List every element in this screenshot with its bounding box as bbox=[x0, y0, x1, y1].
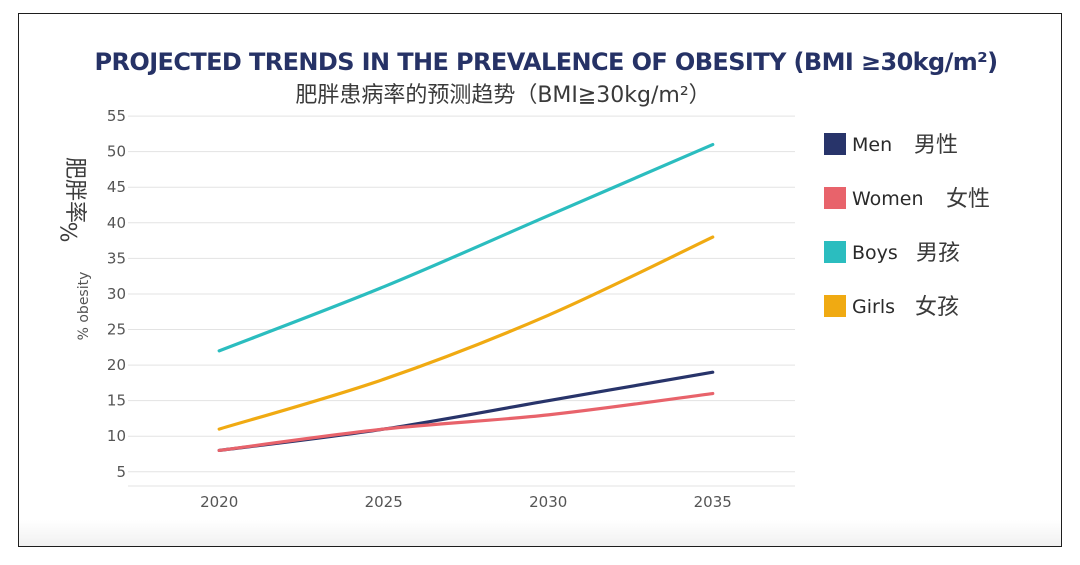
legend-label-women: Women bbox=[852, 188, 924, 210]
y-tick-label: 45 bbox=[107, 178, 126, 196]
y-tick-label: 50 bbox=[107, 143, 126, 161]
y-tick-label: 10 bbox=[107, 427, 126, 445]
x-tick-label: 2020 bbox=[200, 493, 238, 511]
legend-label-boys: Boys bbox=[852, 242, 898, 264]
chart-subtitle: 肥胖患病率的预测趋势（BMI≧30kg/m²） bbox=[295, 83, 710, 108]
legend-label-cn-women: 女性 bbox=[946, 187, 990, 212]
chart-title: PROJECTED TRENDS IN THE PREVALENCE OF OB… bbox=[95, 48, 998, 76]
legend-label-girls: Girls bbox=[852, 296, 895, 318]
legend-label-cn-girls: 女孩 bbox=[915, 295, 959, 320]
chart-frame bbox=[18, 13, 1062, 547]
series-lines bbox=[217, 142, 715, 453]
y-axis-label-cn: 肥胖率 bbox=[62, 157, 87, 223]
y-tick-label: 30 bbox=[107, 285, 126, 303]
y-tick-label: 5 bbox=[116, 463, 126, 481]
legend: Men 男性 Women 女性 Boys 男孩 Girls 女孩 bbox=[824, 133, 990, 320]
x-axis-ticks: 2020 2025 2030 2035 bbox=[200, 493, 732, 511]
x-tick-label: 2035 bbox=[694, 493, 732, 511]
y-tick-label: 15 bbox=[107, 392, 126, 410]
legend-swatch-girls bbox=[824, 295, 846, 317]
gridlines bbox=[128, 115, 795, 487]
y-tick-label: 35 bbox=[107, 249, 126, 267]
x-tick-label: 2025 bbox=[365, 493, 403, 511]
x-tick-label: 2030 bbox=[529, 493, 567, 511]
legend-swatch-boys bbox=[824, 241, 846, 263]
y-tick-label: 55 bbox=[107, 107, 126, 125]
legend-label-men: Men bbox=[852, 134, 892, 156]
bottom-band bbox=[19, 520, 1061, 546]
legend-swatch-men bbox=[824, 133, 846, 155]
y-axis-label: % obesity bbox=[76, 272, 92, 341]
y-axis-ticks: 5 10 15 20 25 30 35 40 45 50 55 bbox=[107, 107, 126, 481]
series-line-women bbox=[217, 391, 715, 453]
y-tick-label: 25 bbox=[107, 321, 126, 339]
y-axis-label-percent: % bbox=[58, 222, 83, 243]
legend-swatch-women bbox=[824, 187, 846, 209]
y-tick-label: 40 bbox=[107, 214, 126, 232]
series-line-girls bbox=[217, 235, 715, 431]
series-line-boys bbox=[217, 142, 715, 353]
legend-label-cn-boys: 男孩 bbox=[916, 241, 960, 266]
series-line-men bbox=[217, 370, 715, 453]
y-tick-label: 20 bbox=[107, 356, 126, 374]
legend-label-cn-men: 男性 bbox=[914, 133, 958, 158]
